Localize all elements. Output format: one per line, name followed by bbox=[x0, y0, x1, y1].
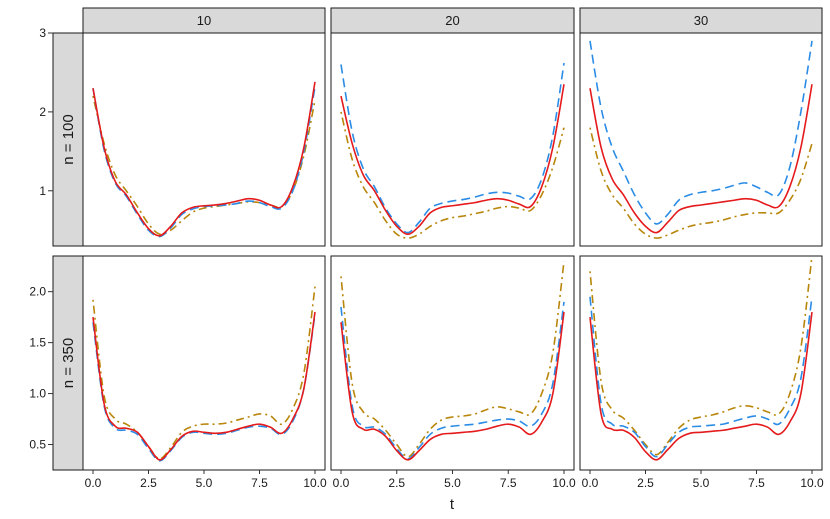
series-line-1 bbox=[340, 301, 565, 460]
panel-r0-c0 bbox=[82, 32, 326, 247]
panel-border bbox=[579, 32, 823, 247]
series-line-2 bbox=[92, 286, 316, 460]
series-line-0 bbox=[589, 84, 813, 234]
x-tick-label-c1-0: 0.0 bbox=[333, 476, 350, 490]
panel-background bbox=[580, 33, 822, 246]
panel-background bbox=[331, 256, 574, 470]
y-axes: 1 2 3 0.5 1.0 1.5 2.0 bbox=[29, 26, 53, 452]
row-strip-1 bbox=[52, 255, 84, 471]
series-line-2 bbox=[589, 256, 813, 456]
x-tick-label-c2-3: 7.5 bbox=[748, 476, 765, 490]
y-tick-label-r0-0: 1 bbox=[39, 184, 46, 198]
series-line-2 bbox=[589, 127, 813, 239]
panel-r1-c0 bbox=[82, 255, 326, 471]
x-tick-label-c1-2: 5.0 bbox=[444, 476, 461, 490]
x-tick-label-c2-4: 10.0 bbox=[800, 476, 824, 490]
y-tick-label-r1-2: 1.5 bbox=[29, 336, 46, 350]
y-tick-label-r1-0: 0.5 bbox=[29, 438, 46, 452]
panel-background bbox=[331, 33, 574, 246]
x-tick-label-c1-4: 10.0 bbox=[552, 476, 576, 490]
x-tick-label-c1-3: 7.5 bbox=[500, 476, 517, 490]
column-strips: 10 20 30 bbox=[82, 7, 823, 34]
x-tick-label-c0-2: 5.0 bbox=[196, 476, 213, 490]
panel-r1-c2 bbox=[579, 255, 823, 471]
series-line-2 bbox=[340, 111, 565, 239]
panels bbox=[82, 32, 823, 471]
column-strip-label-1: 20 bbox=[445, 13, 459, 28]
x-tick-label-c0-1: 2.5 bbox=[140, 476, 157, 490]
panel-border bbox=[330, 32, 575, 247]
series-line-0 bbox=[92, 81, 316, 237]
series-line-0 bbox=[589, 311, 813, 461]
row-strip-label-0: n = 100 bbox=[60, 114, 77, 164]
y-tick-label-r0-2: 3 bbox=[39, 26, 46, 40]
panel-background bbox=[580, 256, 822, 470]
series-line-1 bbox=[92, 313, 316, 462]
column-strip-1 bbox=[330, 7, 575, 34]
x-tick-label-c0-3: 7.5 bbox=[251, 476, 268, 490]
panel-border bbox=[82, 32, 326, 247]
series-line-0 bbox=[340, 311, 565, 461]
x-tick-label-c0-4: 10.0 bbox=[303, 476, 327, 490]
row-strip-label-1: n = 350 bbox=[60, 338, 77, 388]
y-tick-label-r0-1: 2 bbox=[39, 105, 46, 119]
x-tick-label-c2-1: 2.5 bbox=[637, 476, 654, 490]
x-tick-label-c1-1: 2.5 bbox=[388, 476, 405, 490]
series-line-1 bbox=[589, 296, 813, 458]
x-tick-label-c2-0: 0.0 bbox=[582, 476, 599, 490]
series-line-2 bbox=[340, 261, 565, 458]
panel-r1-c1 bbox=[330, 255, 575, 471]
y-tick-label-r1-1: 1.0 bbox=[29, 387, 46, 401]
y-tick-label-r1-3: 2.0 bbox=[29, 285, 46, 299]
x-axis-title: t bbox=[450, 496, 455, 513]
x-tick-label-c0-0: 0.0 bbox=[85, 476, 102, 490]
x-axes: 0.0 0.0 0.0 2.5 2.5 2.5 5.0 5.0 5.0 7.5 7.5 7.5 10.0… bbox=[85, 470, 824, 490]
x-tick-label-c2-2: 5.0 bbox=[693, 476, 710, 490]
panel-r0-c1 bbox=[330, 32, 575, 247]
column-strip-0 bbox=[82, 7, 326, 34]
column-strip-label-0: 10 bbox=[197, 13, 211, 28]
series-line-0 bbox=[340, 84, 565, 235]
panel-r0-c2 bbox=[579, 32, 823, 247]
panel-background bbox=[83, 256, 325, 470]
series-line-0 bbox=[92, 311, 316, 461]
panel-background bbox=[83, 33, 325, 246]
series-line-1 bbox=[340, 62, 565, 234]
column-strip-label-2: 30 bbox=[694, 13, 708, 28]
row-strips: n = 100 n = 350 bbox=[52, 32, 84, 471]
series-line-1 bbox=[589, 40, 813, 225]
series-line-2 bbox=[92, 95, 316, 236]
